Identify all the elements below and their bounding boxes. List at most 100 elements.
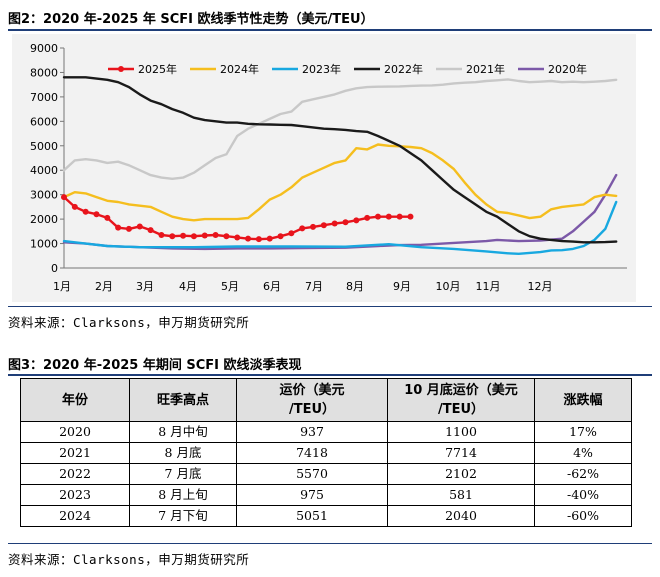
cell-peak-rate: 975 bbox=[236, 484, 388, 506]
series-point-2025年 bbox=[396, 213, 403, 220]
series-line-2024年 bbox=[62, 143, 618, 222]
x-tick-label: 2月 bbox=[95, 280, 113, 293]
y-tick-label: 9000 bbox=[30, 42, 58, 55]
legend-marker bbox=[118, 66, 124, 72]
series-point-2025年 bbox=[374, 213, 381, 220]
y-tick-label: 3000 bbox=[30, 189, 58, 202]
col-change: 涨跌幅 bbox=[534, 378, 632, 422]
figure3-bottom-rule bbox=[8, 543, 652, 544]
legend-label: 2024年 bbox=[220, 62, 259, 76]
y-tick-label: 6000 bbox=[30, 115, 58, 128]
figure2-top-rule bbox=[8, 29, 652, 31]
legend-label: 2025年 bbox=[138, 62, 177, 76]
figure2-source: 资料来源：Clarksons，申万期货研究所 bbox=[8, 315, 250, 330]
cell-year: 2021 bbox=[20, 442, 130, 464]
cell-change: -40% bbox=[534, 484, 632, 506]
x-tick-label: 5月 bbox=[221, 280, 239, 293]
legend-label: 2022年 bbox=[384, 62, 423, 76]
y-tick-label: 0 bbox=[51, 262, 58, 275]
x-tick-label: 6月 bbox=[263, 280, 281, 293]
series-point-2025年 bbox=[223, 233, 230, 240]
cell-change: 17% bbox=[534, 421, 632, 443]
cell-peak: 7 月下旬 bbox=[129, 505, 237, 527]
x-tick-label: 3月 bbox=[136, 280, 154, 293]
series-line-2023年 bbox=[62, 200, 618, 256]
cell-oct-rate: 2040 bbox=[387, 505, 535, 527]
series-point-2025年 bbox=[407, 213, 414, 220]
figure2-bottom-rule bbox=[8, 306, 652, 307]
series-point-2025年 bbox=[71, 203, 78, 210]
cell-peak: 8 月中旬 bbox=[129, 421, 237, 443]
x-tick-label: 8月 bbox=[346, 280, 364, 293]
y-tick-label: 2000 bbox=[30, 213, 58, 226]
series-point-2025年 bbox=[125, 225, 132, 232]
series-line-2021年 bbox=[62, 78, 618, 181]
series-point-2025年 bbox=[353, 217, 360, 224]
cell-oct-rate: 1100 bbox=[387, 421, 535, 443]
series-point-2025年 bbox=[190, 233, 197, 240]
cell-year: 2023 bbox=[20, 484, 130, 506]
cell-peak-rate: 5570 bbox=[236, 463, 388, 485]
series-point-2025年 bbox=[299, 225, 306, 232]
series-point-2025年 bbox=[364, 214, 371, 221]
col-peak-rate: 运价（美元 /TEU） bbox=[236, 378, 388, 422]
y-tick-label: 4000 bbox=[30, 164, 58, 177]
x-tick-label: 1月 bbox=[53, 280, 71, 293]
series-point-2025年 bbox=[147, 227, 154, 234]
series-point-2025年 bbox=[104, 214, 111, 221]
legend-label: 2021年 bbox=[466, 62, 505, 76]
series-point-2025年 bbox=[245, 235, 252, 242]
series-point-2025年 bbox=[180, 232, 187, 239]
col-peak: 旺季高点 bbox=[129, 378, 237, 422]
figure3-source: 资料来源：Clarksons，申万期货研究所 bbox=[8, 552, 250, 567]
series-point-2025年 bbox=[201, 232, 208, 239]
table-row: 2020 8 月中旬 937 1100 17% bbox=[20, 421, 632, 443]
series-point-2025年 bbox=[169, 233, 176, 240]
cell-peak-rate: 5051 bbox=[236, 505, 388, 527]
col-oct-rate: 10 月底运价（美元 /TEU） bbox=[387, 378, 535, 422]
peak-season-table: 年份 旺季高点 运价（美元 /TEU） 10 月底运价（美元 /TEU） 涨跌幅… bbox=[20, 378, 632, 527]
cell-oct-rate: 7714 bbox=[387, 442, 535, 464]
table-row: 2023 8 月上旬 975 581 -40% bbox=[20, 484, 632, 506]
cell-year: 2024 bbox=[20, 505, 130, 527]
x-tick-label: 9月 bbox=[393, 280, 411, 293]
cell-peak: 8 月上旬 bbox=[129, 484, 237, 506]
series-point-2025年 bbox=[82, 208, 89, 215]
series-point-2025年 bbox=[136, 223, 143, 230]
series-point-2025年 bbox=[212, 232, 219, 238]
table-row: 2024 7 月下旬 5051 2040 -60% bbox=[20, 505, 632, 527]
table-row: 2022 7 月底 5570 2102 -62% bbox=[20, 463, 632, 485]
y-tick-label: 1000 bbox=[30, 238, 58, 251]
line-chart: 0 1000 2000 3000 4000 5000 6000 7000 8000 9000 1月 2… bbox=[30, 42, 627, 293]
cell-change: -60% bbox=[534, 505, 632, 527]
col-year: 年份 bbox=[20, 378, 130, 422]
table-row: 2021 8 月底 7418 7714 4% bbox=[20, 442, 632, 464]
series-point-2025年 bbox=[255, 236, 262, 243]
x-tick-label: 7月 bbox=[305, 280, 323, 293]
x-tick-label: 11月 bbox=[476, 280, 501, 293]
cell-oct-rate: 581 bbox=[387, 484, 535, 506]
series-point-2025年 bbox=[331, 220, 338, 227]
figure3-top-rule bbox=[8, 374, 652, 376]
cell-peak: 8 月底 bbox=[129, 442, 237, 464]
cell-year: 2022 bbox=[20, 463, 130, 485]
series-line-2022年 bbox=[62, 76, 618, 244]
series-point-2025年 bbox=[277, 233, 284, 240]
figure2-title: 图2：2020 年-2025 年 SCFI 欧线季节性走势（美元/TEU） bbox=[8, 12, 374, 27]
series-point-2025年 bbox=[288, 230, 295, 237]
legend-label: 2023年 bbox=[302, 62, 341, 76]
y-tick-label: 5000 bbox=[30, 140, 58, 153]
x-tick-label: 10月 bbox=[436, 280, 461, 293]
y-tick-label: 7000 bbox=[30, 91, 58, 104]
series-point-2025年 bbox=[266, 235, 273, 242]
series-point-2025年 bbox=[158, 232, 165, 238]
figure3-title: 图3：2020 年-2025 年期间 SCFI 欧线淡季表现 bbox=[8, 358, 302, 373]
cell-change: 4% bbox=[534, 442, 632, 464]
cell-oct-rate: 2102 bbox=[387, 463, 535, 485]
table-header-row: 年份 旺季高点 运价（美元 /TEU） 10 月底运价（美元 /TEU） 涨跌幅 bbox=[20, 378, 632, 422]
cell-year: 2020 bbox=[20, 421, 130, 443]
series-point-2025年 bbox=[115, 224, 122, 231]
cell-peak-rate: 7418 bbox=[236, 442, 388, 464]
series-point-2025年 bbox=[385, 213, 392, 220]
x-tick-label: 4月 bbox=[179, 280, 197, 293]
